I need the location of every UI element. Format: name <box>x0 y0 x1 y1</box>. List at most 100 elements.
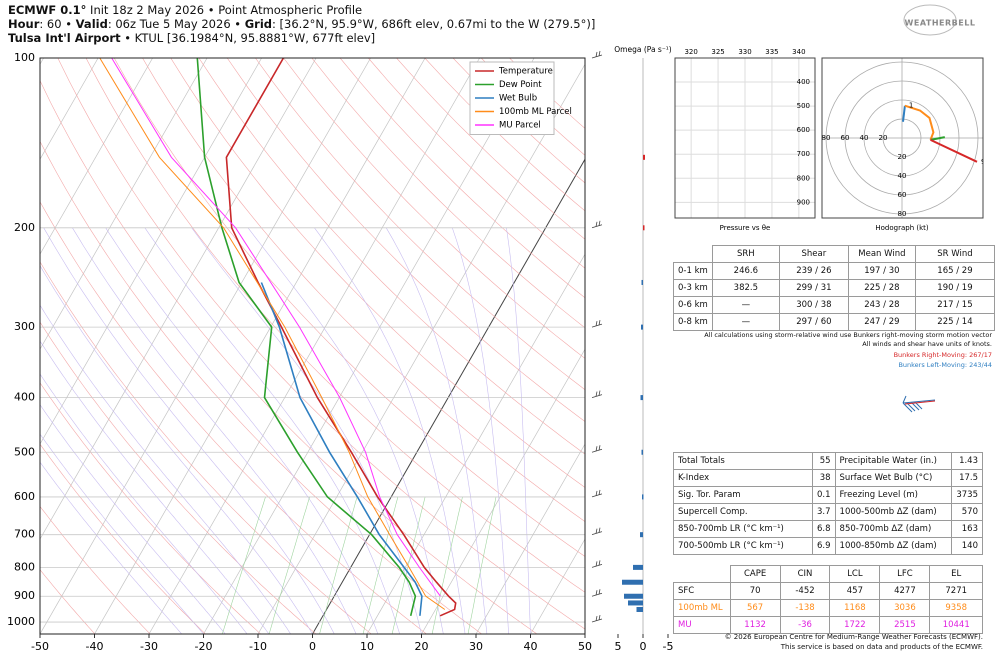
profile-line <box>196 58 417 616</box>
omega-bar <box>624 593 643 599</box>
y-tick-label: 400 <box>14 391 35 404</box>
y-tick-label: 700 <box>14 528 35 541</box>
legend-label: 100mb ML Parcel <box>499 107 572 117</box>
table-cell: 1000-850mb ΔZ (dam) <box>834 537 953 555</box>
mixing-ratio-line <box>467 496 497 634</box>
isotherm <box>40 58 153 255</box>
header-cell: Mean Wind <box>847 245 916 263</box>
header-cell: CIN <box>779 565 831 583</box>
plot-frame <box>39 57 586 635</box>
legend-label: Dew Point <box>499 80 542 90</box>
footer-text: © 2026 European Centre for Medium-Range … <box>724 633 983 641</box>
mixing-ratio-line <box>268 496 310 634</box>
table-note: All calculations using storm-relative wi… <box>704 331 992 339</box>
moist-adiabat <box>40 461 182 634</box>
table-cell: Precipitable Water (in.) <box>834 452 953 470</box>
table-cell: 243 / 28 <box>847 296 916 314</box>
table-cell: 1132 <box>729 616 781 634</box>
table-cell: 70 <box>729 582 781 600</box>
isotherm <box>366 253 585 634</box>
moist-adiabat <box>43 227 335 634</box>
x-tick-label: 5 <box>615 640 622 653</box>
isotherm <box>257 63 585 634</box>
table-cell: Surface Wet Bulb (°C) <box>834 469 953 487</box>
table-cell: 3036 <box>879 599 931 617</box>
x-tick-label: -40 <box>86 640 104 653</box>
table-cell: 247 / 29 <box>847 313 916 331</box>
omega-bar <box>641 279 643 285</box>
table-row: Supercell Comp. 3.7 1000-500mb ΔZ (dam) 570 <box>673 503 983 521</box>
table-row: K-Index 38 Surface Wet Bulb (°C) 17.5 <box>673 469 983 487</box>
header-text: ECMWF 0.1° <box>8 3 87 17</box>
table-cell: 0-8 km <box>673 313 713 331</box>
omega-bar <box>636 606 643 612</box>
header-line-1: ECMWF 0.1° Init 18z 2 May 2026 • Point A… <box>8 3 362 17</box>
header-text: Init 18z 2 May 2026 • Point Atmospheric … <box>86 3 363 17</box>
dry-adiabat <box>85 58 585 593</box>
table-cell: 1.43 <box>951 452 983 470</box>
isotherm <box>40 58 208 350</box>
y-tick-label: 800 <box>14 560 35 573</box>
omega-bar <box>641 324 643 330</box>
storm-motion: Bunkers Left-Moving: 243/44 <box>898 361 992 369</box>
wind-barb <box>591 445 603 453</box>
y-tick-label: 900 <box>797 198 810 206</box>
table-cell: 299 / 31 <box>778 279 849 297</box>
table-cell: 0-6 km <box>673 296 713 314</box>
table-row: 850-700mb LR (°C km⁻¹) 6.8 850-700mb ΔZ (d… <box>673 520 983 538</box>
y-tick-label: 600 <box>797 126 810 134</box>
omega-bar <box>640 532 643 538</box>
header-line-2: Hour: 60 • Valid: 06z Tue 5 May 2026 • G… <box>8 17 595 31</box>
wind-barb <box>591 527 603 536</box>
isotherm <box>94 58 426 634</box>
header-cell: CAPE <box>729 565 781 583</box>
table-cell: SFC <box>673 582 731 600</box>
table-row: 100mb ML 567 -138 1168 3036 9358 <box>673 599 983 617</box>
dry-adiabat <box>198 58 585 455</box>
moist-adiabat <box>40 433 204 634</box>
table-cell: 850-700mb LR (°C km⁻¹) <box>673 520 813 538</box>
table-cell: 457 <box>829 582 881 600</box>
y-tick-label: 900 <box>14 589 35 602</box>
hodo-annotation: 1 <box>909 102 913 110</box>
omega-bar <box>643 225 645 231</box>
omega-bar <box>641 449 643 455</box>
header-cell: LCL <box>829 565 881 583</box>
header-text: • KTUL [36.1984°N, 95.8881°W, 677ft elev… <box>120 31 376 45</box>
omega-bar <box>622 579 643 585</box>
header-text: : 06z Tue 5 May 2026 • <box>107 17 245 31</box>
table-cell: Supercell Comp. <box>673 503 813 521</box>
dry-adiabat <box>226 58 585 422</box>
x-axis-label: Hodograph (kt) <box>875 224 929 232</box>
omega-bar <box>643 154 645 160</box>
table-row: 0-8 km —297 / 60 247 / 29 225 / 14 <box>673 313 996 331</box>
dry-adiabat <box>40 140 482 634</box>
ring-label: 60 <box>898 191 907 199</box>
hodo-trace <box>930 136 945 141</box>
y-tick-label: 500 <box>14 445 35 458</box>
omega-title: Omega (Pa s⁻¹) <box>614 45 672 54</box>
moist-adiabat <box>314 227 466 634</box>
hodo-ring <box>825 61 979 215</box>
wind-barb <box>591 489 603 498</box>
legend-label: Wet Bulb <box>499 94 537 104</box>
table: Total Totals 55 Precipitable Water (in.) 1.… <box>673 452 983 555</box>
table-row: 0-6 km —300 / 38 243 / 28 217 / 15 <box>673 296 996 314</box>
table-header-row: SRH Shear Mean Wind SR Wind <box>674 245 996 263</box>
table-cell: -138 <box>779 599 831 617</box>
table-cell: 225 / 28 <box>847 279 916 297</box>
moist-adiabat <box>40 373 248 634</box>
table-cell: 217 / 15 <box>914 296 996 314</box>
header-text: Hour <box>8 17 40 31</box>
wind-barb <box>591 220 603 229</box>
x-tick-label: 10 <box>360 640 374 653</box>
isotherm <box>40 58 371 634</box>
dry-adiabat <box>40 569 96 634</box>
header-text: Tulsa Int'l Airport <box>8 31 121 45</box>
header-text: Valid <box>75 17 108 31</box>
table-cell: 6.8 <box>811 520 836 538</box>
ring-label: 40 <box>898 172 907 180</box>
table-note: All winds and shear have units of knots. <box>862 340 992 348</box>
table-cell: 7271 <box>929 582 983 600</box>
moist-adiabat <box>452 227 509 634</box>
